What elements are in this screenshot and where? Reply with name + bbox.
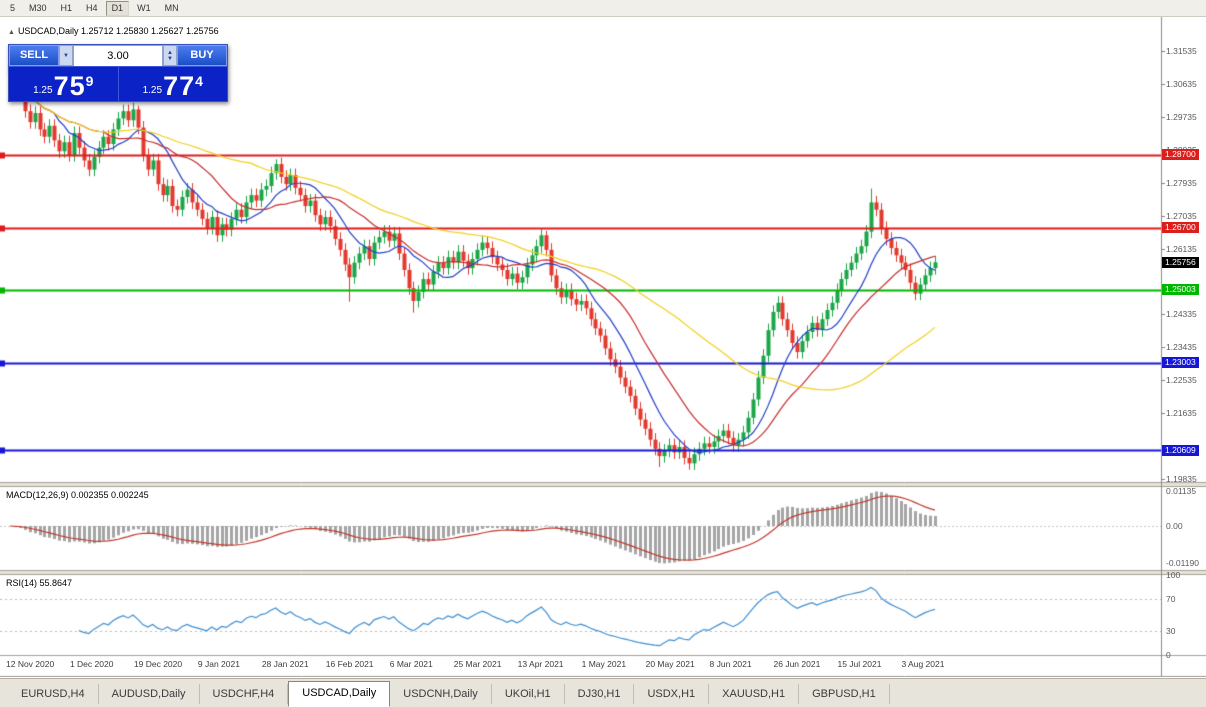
date-label: 1 May 2021 bbox=[581, 659, 627, 669]
chart-tab-AUDUSD-Daily[interactable]: AUDUSD,Daily bbox=[99, 684, 200, 704]
date-label: 25 Mar 2021 bbox=[453, 659, 502, 669]
chart-tab-XAUUSD-H1[interactable]: XAUUSD,H1 bbox=[709, 684, 800, 704]
date-label: 6 Mar 2021 bbox=[389, 659, 433, 669]
level-price-label: 1.23003 bbox=[1162, 357, 1199, 369]
buy-price-base: 1.25 bbox=[142, 85, 163, 96]
chart-symbol-icon: ▲ bbox=[8, 29, 15, 36]
level-price-label: 1.26700 bbox=[1162, 222, 1199, 234]
price-axis-tick: 1.24335 bbox=[1166, 309, 1197, 320]
price-axis-tick: 1.22535 bbox=[1166, 374, 1197, 385]
rsi-axis-tick: 30 bbox=[1166, 626, 1176, 636]
price-axis-tick: 1.21635 bbox=[1166, 407, 1197, 418]
timeframe-W1[interactable]: W1 bbox=[137, 2, 151, 13]
date-label: 15 Jul 2021 bbox=[837, 659, 882, 669]
sell-price-pip: 9 bbox=[85, 73, 94, 89]
chart-tabs-bar: EURUSD,H4 AUDUSD,Daily USDCHF,H4 USDCAD,Dai… bbox=[0, 678, 1206, 707]
date-label: 13 Apr 2021 bbox=[517, 659, 564, 669]
macd-indicator-label: MACD(12,26,9) 0.002355 0.002245 bbox=[6, 490, 149, 500]
price-axis-tick: 1.30635 bbox=[1166, 79, 1197, 90]
one-click-trading-panel: SELL ▼ ▲ ▼ BUY 1.25 75 9 1.25 77 4 bbox=[8, 44, 228, 102]
date-label: 16 Feb 2021 bbox=[325, 659, 374, 669]
chevron-down-icon: ▼ bbox=[63, 52, 69, 59]
date-label: 8 Jun 2021 bbox=[709, 659, 752, 669]
price-axis-tick: 1.29735 bbox=[1166, 112, 1197, 123]
rsi-axis-tick: 0 bbox=[1166, 650, 1171, 660]
sell-price-big: 75 bbox=[53, 71, 86, 101]
timeframe-H1[interactable]: H1 bbox=[60, 2, 73, 13]
date-label: 12 Nov 2020 bbox=[6, 659, 55, 669]
chart-title-text: USDCAD,Daily 1.25712 1.25830 1.25627 1.2… bbox=[17, 26, 219, 36]
price-axis-tick: 1.27035 bbox=[1166, 210, 1197, 221]
volume-spinner[interactable]: ▲ ▼ bbox=[163, 45, 177, 66]
date-label: 28 Jan 2021 bbox=[261, 659, 309, 669]
price-axis-tick: 1.27935 bbox=[1166, 177, 1197, 188]
chart-tab-UKOil-H1[interactable]: UKOil,H1 bbox=[492, 684, 565, 704]
chart-tab-EURUSD-H4[interactable]: EURUSD,H4 bbox=[8, 684, 99, 704]
date-label: 19 Dec 2020 bbox=[133, 659, 183, 669]
level-price-label: 1.20609 bbox=[1162, 444, 1199, 456]
chart-tab-USDX-H1[interactable]: USDX,H1 bbox=[634, 684, 710, 704]
chart-tab-DJ30-H1[interactable]: DJ30,H1 bbox=[565, 684, 635, 704]
macd-axis-tick: 0.00 bbox=[1166, 521, 1183, 531]
date-label: 3 Aug 2021 bbox=[901, 659, 945, 669]
buy-button[interactable]: BUY bbox=[177, 45, 227, 66]
sell-button[interactable]: SELL bbox=[9, 45, 59, 66]
level-price-label: 1.25003 bbox=[1162, 284, 1199, 296]
time-axis[interactable]: 12 Nov 2020 1 Dec 2020 19 Dec 2020 9 Jan 20… bbox=[0, 658, 1161, 675]
chart-tab-USDCNH-Daily[interactable]: USDCNH,Daily bbox=[390, 684, 492, 704]
date-label: 1 Dec 2020 bbox=[69, 659, 114, 669]
volume-input[interactable] bbox=[74, 46, 162, 66]
chart-tab-USDCAD-Daily[interactable]: USDCAD,Daily bbox=[288, 681, 391, 707]
timeframe-M30[interactable]: M30 bbox=[29, 2, 47, 13]
volume-field-wrap bbox=[73, 45, 163, 66]
macd-axis-tick: -0.01190 bbox=[1166, 557, 1199, 568]
trade-prices-row: 1.25 75 9 1.25 77 4 bbox=[9, 66, 227, 101]
rsi-axis-tick: 70 bbox=[1166, 594, 1176, 604]
timeframe-H4[interactable]: H4 bbox=[86, 2, 98, 13]
timeframe-5[interactable]: 5 bbox=[10, 2, 16, 13]
timeframe-MN[interactable]: MN bbox=[164, 2, 179, 13]
macd-axis-tick: 0.01135 bbox=[1166, 485, 1197, 496]
price-divider bbox=[117, 67, 119, 101]
chart-title: ▲ USDCAD,Daily 1.25712 1.25830 1.25627 1.… bbox=[8, 26, 219, 36]
buy-price-pip: 4 bbox=[195, 73, 203, 89]
current-price-label: 1.25756 bbox=[1162, 256, 1199, 268]
date-label: 20 May 2021 bbox=[645, 659, 695, 669]
timeframe-toolbar: 5 M30 H1 H4 D1 W1 MN bbox=[0, 0, 1206, 17]
price-axis-tick: 1.19835 bbox=[1166, 473, 1197, 484]
spinner-up-icon: ▲ bbox=[167, 49, 173, 56]
spinner-down-icon: ▼ bbox=[167, 55, 173, 62]
price-chart-canvas[interactable] bbox=[0, 17, 1206, 677]
sell-price[interactable]: 1.25 75 9 bbox=[9, 67, 118, 101]
rsi-axis-tick: 100 bbox=[1166, 570, 1181, 580]
price-axis-tick: 1.26135 bbox=[1166, 243, 1197, 254]
level-price-label: 1.28700 bbox=[1162, 149, 1199, 161]
volume-dropdown-button[interactable]: ▼ bbox=[59, 45, 73, 66]
price-axis[interactable]: 1.315351.306351.297351.288351.279351.270… bbox=[1161, 17, 1206, 677]
buy-price[interactable]: 1.25 77 4 bbox=[119, 67, 228, 101]
sell-price-base: 1.25 bbox=[33, 85, 53, 96]
rsi-indicator-label: RSI(14) 55.8647 bbox=[6, 578, 73, 588]
buy-price-big: 77 bbox=[163, 71, 196, 101]
price-axis-tick: 1.31535 bbox=[1166, 46, 1197, 57]
timeframe-D1[interactable]: D1 bbox=[105, 0, 130, 16]
date-label: 26 Jun 2021 bbox=[773, 659, 821, 669]
date-label: 9 Jan 2021 bbox=[197, 659, 240, 669]
chart-tab-USDCHF-H4[interactable]: USDCHF,H4 bbox=[200, 684, 289, 704]
chart-tab-GBPUSD-H1[interactable]: GBPUSD,H1 bbox=[799, 684, 890, 704]
trade-controls-row: SELL ▼ ▲ ▼ BUY bbox=[9, 45, 227, 66]
price-axis-tick: 1.23435 bbox=[1166, 342, 1197, 353]
